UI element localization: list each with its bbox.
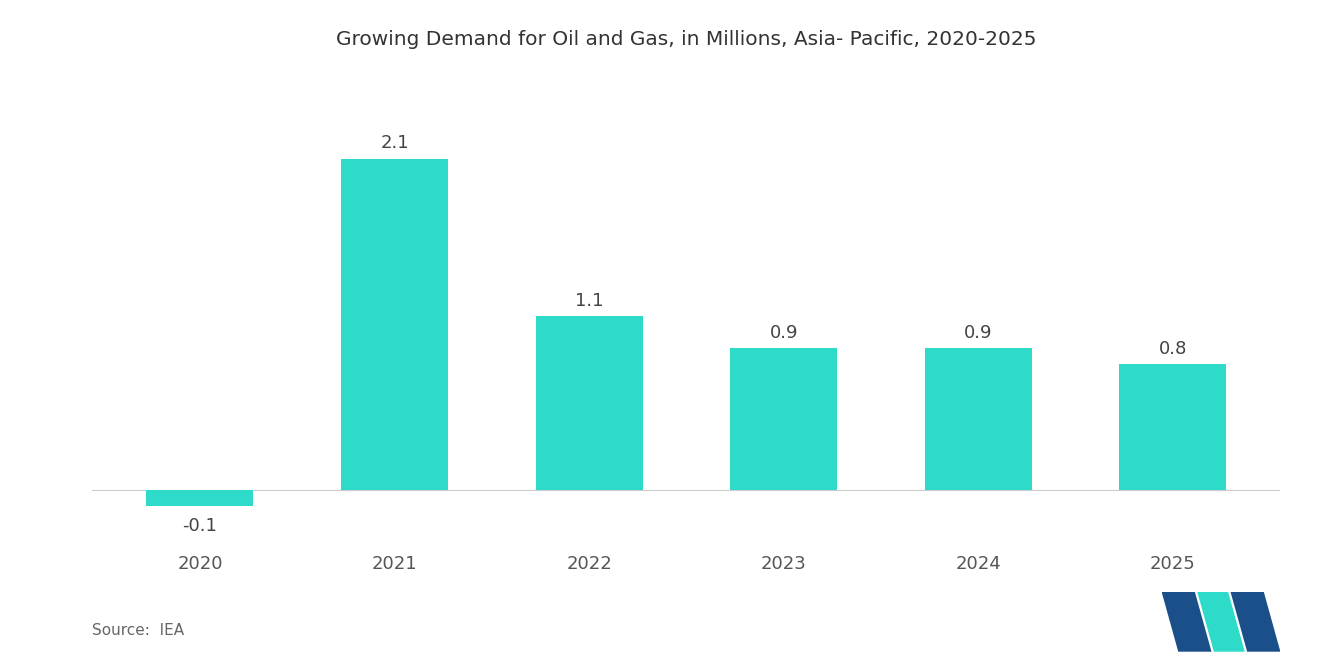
Text: -0.1: -0.1: [182, 517, 218, 535]
Bar: [925, 348, 1032, 490]
Text: 0.8: 0.8: [1159, 340, 1187, 358]
Text: Source:  IEA: Source: IEA: [92, 623, 185, 638]
Bar: [536, 317, 643, 490]
Text: 0.9: 0.9: [770, 324, 799, 342]
Bar: [1119, 364, 1226, 490]
Text: 0.9: 0.9: [964, 324, 993, 342]
Bar: [341, 159, 447, 490]
Text: 1.1: 1.1: [574, 292, 603, 310]
Text: 2.1: 2.1: [380, 134, 409, 152]
Title: Growing Demand for Oil and Gas, in Millions, Asia- Pacific, 2020-2025: Growing Demand for Oil and Gas, in Milli…: [337, 30, 1036, 49]
Bar: [730, 348, 837, 490]
Bar: [147, 490, 253, 506]
